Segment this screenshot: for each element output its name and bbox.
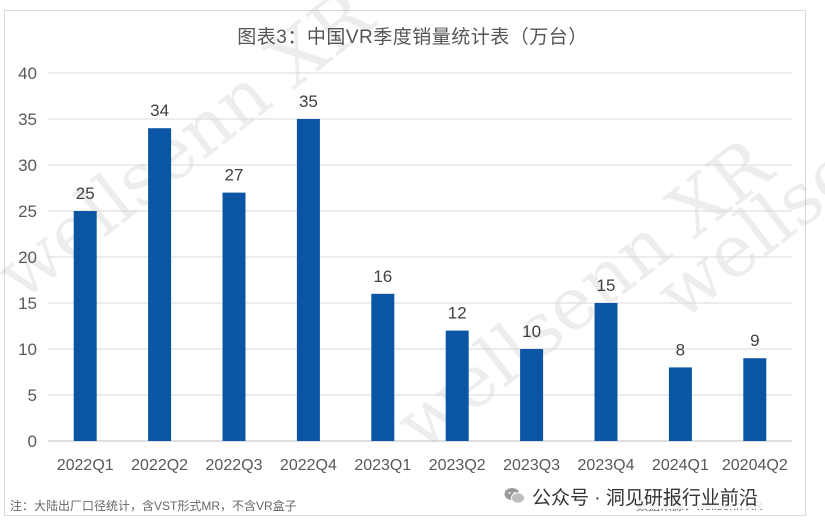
y-tick-label: 20 — [18, 248, 37, 267]
data-label: 9 — [750, 331, 759, 350]
y-tick-label: 5 — [28, 386, 37, 405]
x-tick-label: 2022Q4 — [280, 457, 337, 474]
x-tick-label: 2023Q4 — [578, 457, 635, 474]
x-tick-label: 2022Q2 — [131, 457, 188, 474]
data-label: 34 — [150, 101, 169, 120]
y-tick-label: 15 — [18, 294, 37, 313]
y-tick-label: 0 — [28, 432, 37, 451]
data-label: 12 — [448, 304, 467, 323]
bar — [445, 330, 469, 441]
bar — [296, 119, 320, 441]
data-label: 15 — [597, 276, 616, 295]
bar — [594, 303, 618, 441]
x-tick-label: 2024Q1 — [652, 457, 709, 474]
data-label: 16 — [373, 267, 392, 286]
data-label: 8 — [676, 340, 685, 359]
x-tick-label: 2023Q2 — [429, 457, 486, 474]
data-label: 35 — [299, 92, 318, 111]
bar — [371, 293, 395, 441]
chart-title: 图表3：中国VR季度销量统计表（万台） — [237, 27, 588, 48]
wechat-badge[interactable]: 公众号 · 洞见研报行业前沿 — [500, 483, 762, 509]
y-tick-label: 25 — [18, 202, 37, 221]
data-label: 25 — [76, 184, 95, 203]
bar — [73, 211, 97, 441]
y-tick-label: 30 — [18, 156, 37, 175]
wechat-label: 公众号 · 洞见研报行业前沿 — [532, 487, 758, 509]
bar — [668, 367, 692, 441]
y-tick-label: 10 — [18, 340, 37, 359]
x-tick-label: 2022Q1 — [57, 457, 114, 474]
footnote: 注：大陆出厂口径统计，含VST形式MR，不含VR盒子 — [10, 499, 297, 513]
x-tick-label: 2022Q3 — [206, 457, 263, 474]
bar — [148, 128, 172, 441]
bar — [743, 358, 767, 441]
x-tick-label: 2023Q1 — [354, 457, 411, 474]
data-label: 27 — [225, 166, 244, 185]
bar — [222, 192, 246, 441]
data-label: 10 — [522, 322, 541, 341]
x-tick-label: 20204Q2 — [722, 457, 788, 474]
y-tick-label: 35 — [18, 110, 37, 129]
y-tick-label: 40 — [18, 64, 37, 83]
x-tick-label: 2023Q3 — [503, 457, 560, 474]
wechat-icon — [504, 487, 526, 505]
bar — [520, 349, 544, 441]
